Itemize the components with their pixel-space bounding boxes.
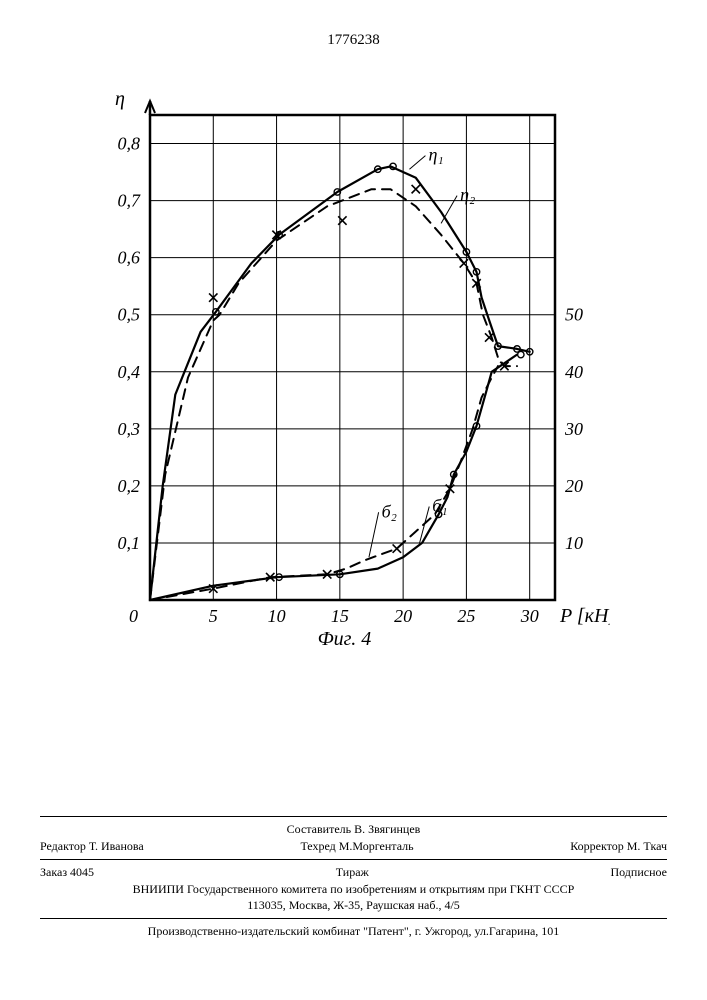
svg-text:10: 10 [565, 533, 583, 553]
svg-text:20: 20 [394, 606, 412, 626]
footer-sostavitel: Составитель В. Звягинцев [40, 821, 667, 838]
svg-text:0,7: 0,7 [118, 191, 142, 211]
footer-org3: Производственно-издательский комбинат "П… [40, 923, 667, 940]
footer-order: Заказ 4045 [40, 864, 94, 881]
footer-org2: 113035, Москва, Ж-35, Раушская наб., 4/5 [40, 897, 667, 914]
svg-text:30: 30 [564, 419, 583, 439]
footer-org1: ВНИИПИ Государственного комитета по изоб… [40, 881, 667, 898]
footer-editor: Редактор Т. Иванова [40, 838, 144, 855]
svg-text:20: 20 [565, 476, 583, 496]
page: 1776238 5 10 15 20 25 30 0,1 0,2 0,3 0,4 0,5 0,6 0,7… [0, 0, 707, 1000]
svg-text:Фиг. 4: Фиг. 4 [318, 628, 372, 650]
chart-figure: 5 10 15 20 25 30 0,1 0,2 0,3 0,4 0,5 0,6 0,7 0,8 10 20 3… [80, 80, 610, 660]
footer-tech: Техред М.Моргенталь [300, 838, 413, 855]
svg-text:0,3: 0,3 [118, 419, 141, 439]
svg-text:30: 30 [520, 606, 539, 626]
svg-text:0,4: 0,4 [118, 362, 141, 382]
svg-text:б₂: б₂ [382, 501, 397, 521]
svg-text:25: 25 [457, 606, 475, 626]
chart-svg: 5 10 15 20 25 30 0,1 0,2 0,3 0,4 0,5 0,6 0,7 0,8 10 20 3… [80, 80, 610, 660]
svg-text:50: 50 [565, 305, 583, 325]
imprint-footer: Составитель В. Звягинцев Редактор Т. Ива… [40, 812, 667, 940]
svg-text:η: η [115, 88, 125, 110]
svg-text:0,2: 0,2 [118, 476, 141, 496]
svg-text:0: 0 [129, 606, 138, 626]
svg-text:0,1: 0,1 [118, 533, 141, 553]
svg-text:0,8: 0,8 [118, 134, 141, 154]
svg-text:40: 40 [565, 362, 583, 382]
svg-text:η₂: η₂ [460, 185, 475, 205]
footer-podpis: Подписное [610, 864, 667, 881]
svg-text:б₁: б₁ [432, 496, 447, 516]
svg-text:0,5: 0,5 [118, 305, 141, 325]
svg-text:5: 5 [209, 606, 218, 626]
document-number: 1776238 [0, 32, 707, 49]
svg-text:15: 15 [331, 606, 349, 626]
footer-corr: Корректор М. Ткач [570, 838, 667, 855]
svg-text:P [кН]: P [кН] [559, 605, 610, 627]
svg-text:0,6: 0,6 [118, 248, 141, 268]
svg-text:10: 10 [268, 606, 286, 626]
svg-text:η₁: η₁ [428, 145, 443, 165]
footer-tirazh: Тираж [336, 864, 369, 881]
